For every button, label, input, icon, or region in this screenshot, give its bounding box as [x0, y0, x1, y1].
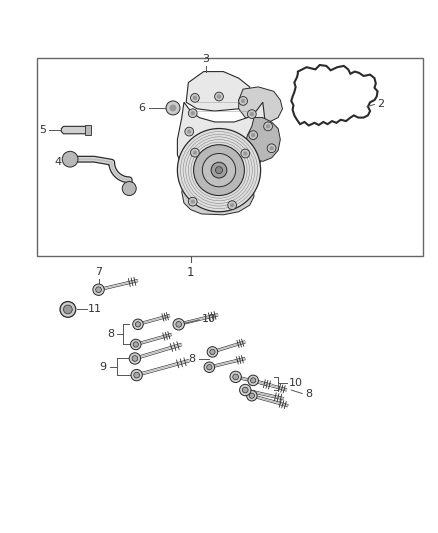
Circle shape: [170, 104, 177, 111]
Text: 3: 3: [202, 54, 209, 64]
Circle shape: [133, 319, 143, 329]
Circle shape: [193, 150, 197, 155]
Circle shape: [191, 199, 195, 204]
Circle shape: [131, 339, 141, 350]
Circle shape: [177, 128, 261, 212]
Circle shape: [228, 201, 237, 209]
Circle shape: [122, 182, 136, 196]
Text: 10: 10: [289, 378, 303, 389]
Circle shape: [176, 321, 181, 327]
Polygon shape: [85, 125, 91, 135]
Circle shape: [191, 111, 195, 115]
Circle shape: [194, 145, 244, 196]
Circle shape: [188, 197, 197, 206]
Circle shape: [243, 387, 248, 393]
Circle shape: [241, 149, 250, 158]
Circle shape: [191, 148, 199, 157]
Text: 8: 8: [306, 389, 313, 399]
Polygon shape: [245, 118, 280, 161]
Circle shape: [249, 393, 254, 398]
Circle shape: [207, 365, 212, 370]
Circle shape: [62, 151, 78, 167]
Circle shape: [132, 356, 138, 361]
Circle shape: [266, 124, 270, 128]
Text: 1: 1: [187, 265, 194, 279]
Circle shape: [173, 319, 184, 330]
Circle shape: [131, 369, 142, 381]
Text: 8: 8: [107, 329, 114, 340]
Polygon shape: [61, 126, 90, 134]
Circle shape: [217, 94, 221, 99]
Circle shape: [251, 378, 256, 383]
Circle shape: [233, 374, 238, 379]
Circle shape: [191, 93, 199, 102]
Circle shape: [166, 101, 180, 115]
Circle shape: [250, 112, 254, 116]
Circle shape: [248, 375, 258, 386]
Circle shape: [207, 346, 218, 357]
Circle shape: [210, 349, 215, 354]
Text: 2: 2: [378, 99, 385, 109]
Text: 11: 11: [88, 304, 102, 314]
Circle shape: [204, 362, 215, 373]
Circle shape: [264, 122, 272, 131]
Bar: [37, 59, 423, 255]
Circle shape: [267, 144, 276, 152]
Circle shape: [93, 284, 104, 295]
Polygon shape: [186, 71, 250, 111]
Circle shape: [240, 384, 251, 395]
Circle shape: [247, 391, 257, 401]
Circle shape: [269, 146, 274, 150]
Circle shape: [230, 371, 241, 383]
Circle shape: [187, 130, 191, 134]
Circle shape: [202, 154, 236, 187]
Circle shape: [193, 96, 197, 100]
Circle shape: [211, 162, 227, 178]
Circle shape: [215, 92, 223, 101]
Circle shape: [239, 96, 247, 106]
Circle shape: [129, 353, 141, 364]
Circle shape: [230, 203, 234, 207]
Circle shape: [185, 127, 194, 136]
Circle shape: [133, 342, 138, 347]
Text: 10: 10: [201, 314, 215, 324]
Circle shape: [249, 131, 258, 140]
Text: 7: 7: [95, 267, 102, 277]
Circle shape: [247, 110, 256, 118]
Circle shape: [135, 322, 141, 327]
Text: 4: 4: [54, 157, 61, 167]
Circle shape: [241, 99, 245, 103]
Text: 9: 9: [100, 362, 107, 372]
Circle shape: [134, 372, 140, 378]
Polygon shape: [239, 87, 283, 122]
Circle shape: [95, 287, 101, 293]
Circle shape: [64, 305, 72, 314]
Circle shape: [188, 109, 197, 118]
Text: 5: 5: [39, 125, 46, 135]
Circle shape: [60, 302, 76, 317]
Text: 6: 6: [138, 103, 145, 113]
Polygon shape: [182, 172, 254, 215]
Circle shape: [243, 151, 247, 156]
Text: 8: 8: [189, 354, 196, 365]
Circle shape: [215, 167, 223, 174]
Circle shape: [251, 133, 255, 138]
Polygon shape: [177, 102, 267, 179]
